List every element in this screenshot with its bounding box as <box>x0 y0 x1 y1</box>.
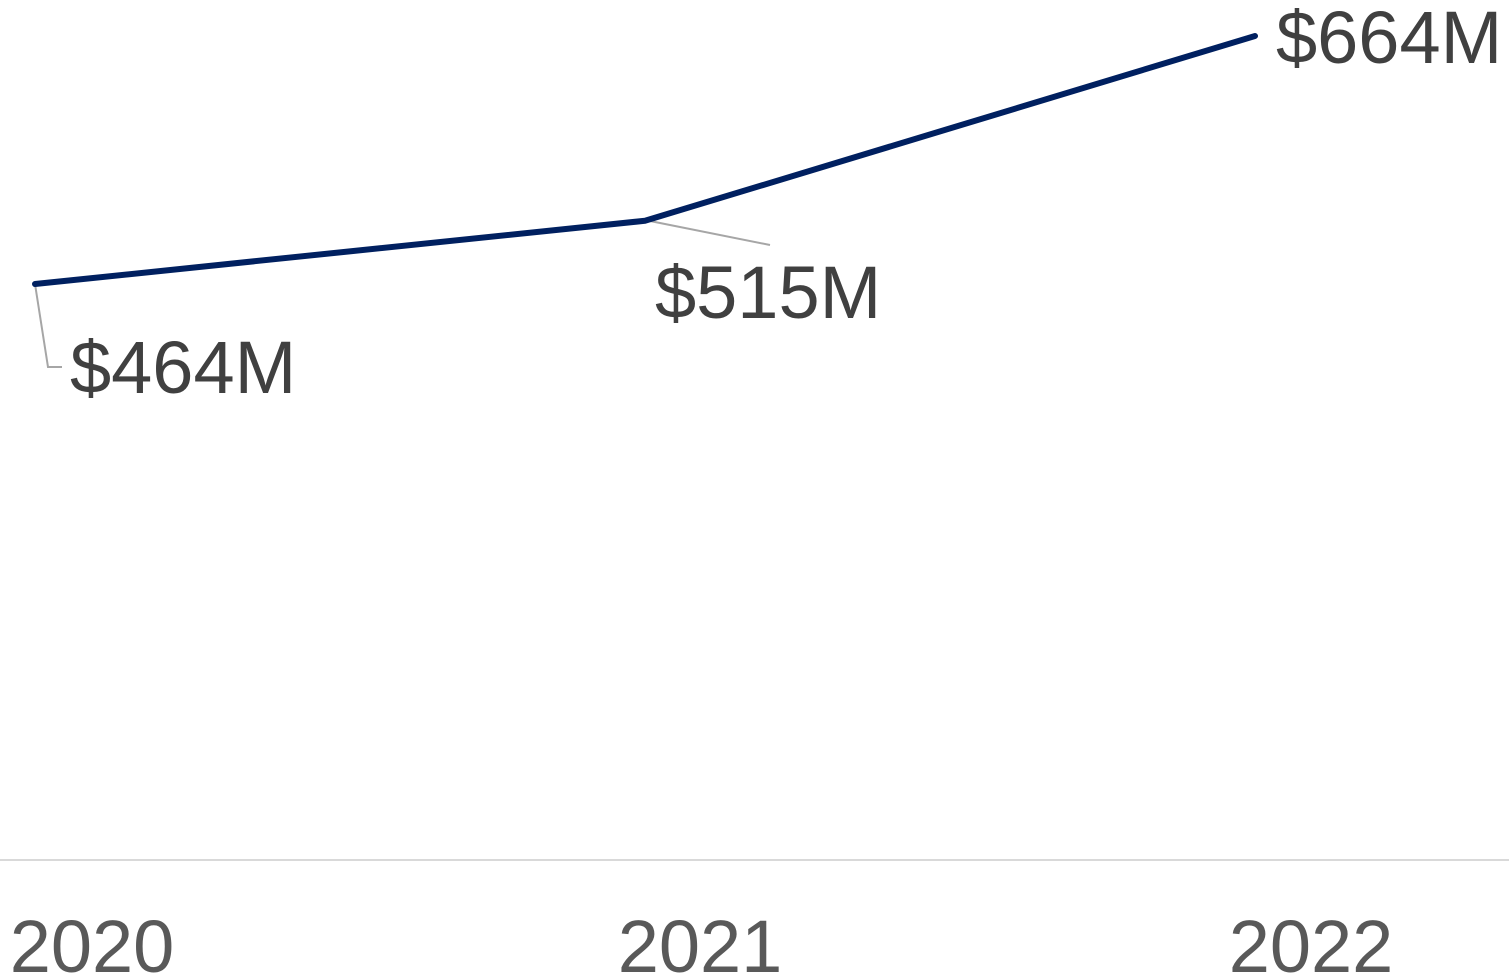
data-label: $464M <box>70 326 296 409</box>
x-tick-label: 2020 <box>10 905 175 978</box>
leader-lines <box>34 219 771 368</box>
x-tick-labels: 2020 2021 2022 <box>10 905 1394 978</box>
data-label: $664M <box>1276 0 1502 79</box>
leader-line <box>34 283 62 368</box>
series-line <box>32 33 1258 287</box>
data-labels: $464M $515M $664M <box>70 0 1502 409</box>
leader-line <box>644 219 771 246</box>
data-label: $515M <box>655 251 881 334</box>
x-tick-label: 2022 <box>1229 905 1394 978</box>
x-tick-label: 2021 <box>618 905 783 978</box>
